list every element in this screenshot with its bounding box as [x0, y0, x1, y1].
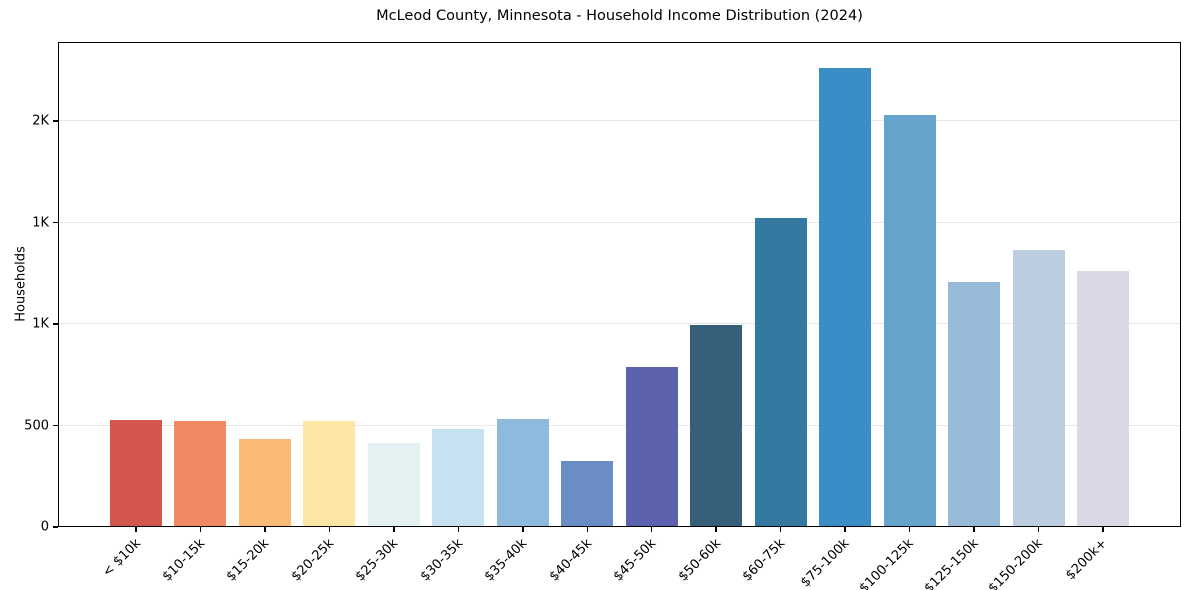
x-tick-label: $150-200k [985, 536, 1047, 590]
plot-area [58, 42, 1181, 527]
bar-$10-15k [174, 421, 227, 527]
gridline [58, 323, 1181, 325]
bar-$25-30k [367, 443, 420, 527]
x-tick-mark [779, 527, 782, 532]
y-tick-label: 500 [24, 418, 49, 434]
x-tick-mark [586, 527, 588, 532]
x-tick-label: $125-150k [921, 536, 982, 590]
x-tick-label: $100-125k [857, 536, 918, 590]
x-tick-label: $200k+ [1063, 536, 1111, 584]
bar-$100-125k [883, 115, 936, 527]
bar-$15-20k [238, 439, 291, 527]
bar-$150-200k [1012, 250, 1065, 527]
y-tick-label: 2K [32, 113, 49, 129]
chart-title: McLeod County, Minnesota - Household Inc… [376, 8, 863, 24]
bar-$45-50k [625, 366, 678, 527]
y-tick-mark [53, 424, 58, 427]
x-tick-mark [715, 527, 717, 532]
x-tick-label: $60-75k [739, 536, 789, 585]
bar-$60-75k [754, 217, 807, 527]
y-tick-label: 1K [32, 316, 49, 332]
x-tick-mark [1037, 527, 1040, 532]
y-tick-mark [53, 526, 58, 528]
bar-$35-40k [496, 419, 549, 527]
y-tick-label: 1K [32, 215, 49, 231]
x-tick-label: < $10k [99, 536, 144, 581]
y-tick-mark [53, 120, 58, 122]
bar-$125-150k [948, 282, 1001, 527]
bar-$40-45k [561, 461, 614, 527]
y-axis-label: Households [13, 246, 29, 322]
x-tick-label: $20-25k [288, 536, 338, 585]
bar-$20-25k [303, 421, 356, 527]
y-tick-mark [53, 323, 58, 325]
x-tick-mark [1102, 527, 1104, 532]
x-tick-mark [328, 527, 331, 532]
bar-$75-100k [819, 68, 872, 527]
gridline [58, 424, 1181, 426]
x-tick-mark [199, 527, 202, 532]
x-tick-mark [393, 527, 395, 532]
x-tick-label: $40-45k [546, 536, 595, 585]
x-tick-mark [457, 527, 460, 532]
x-tick-label: $50-60k [675, 536, 724, 585]
x-tick-mark [650, 527, 653, 532]
x-tick-label: $10-15k [159, 536, 209, 585]
x-tick-mark [908, 527, 911, 532]
x-tick-label: $45-50k [610, 536, 660, 585]
y-tick-mark [53, 221, 58, 224]
x-tick-label: $25-30k [352, 536, 402, 585]
bar-$30-35k [432, 429, 485, 527]
gridline [58, 221, 1181, 223]
x-tick-label: $35-40k [481, 536, 531, 585]
bar-$50-60k [690, 324, 743, 527]
x-tick-mark [973, 527, 975, 532]
gridline [58, 120, 1181, 122]
x-tick-mark [135, 527, 137, 532]
y-tick-label: 0 [40, 519, 49, 535]
bar-$200k+ [1076, 270, 1129, 527]
x-tick-label: $30-35k [417, 536, 466, 585]
x-tick-label: $15-20k [224, 536, 273, 585]
x-tick-mark [264, 527, 266, 532]
bar-< $10k [110, 419, 162, 527]
x-tick-mark [522, 527, 524, 532]
x-tick-label: $75-100k [798, 536, 853, 590]
x-tick-mark [844, 527, 846, 532]
